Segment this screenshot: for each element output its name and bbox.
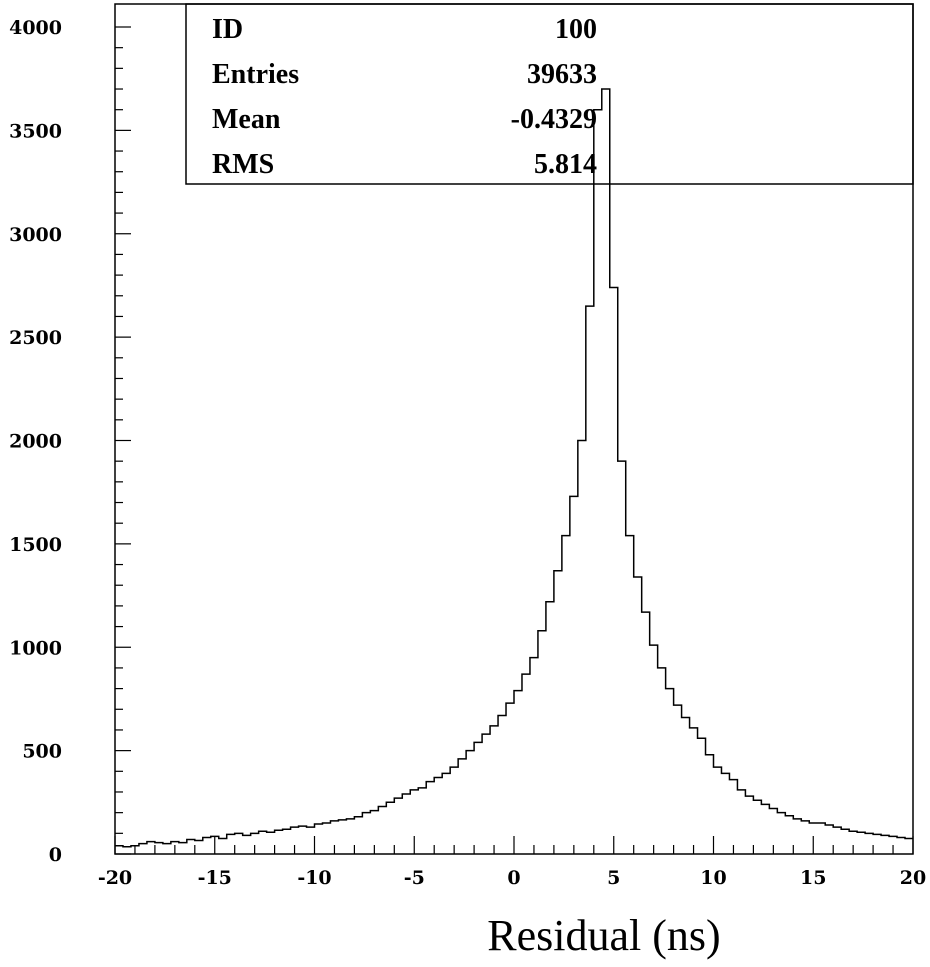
- x-tick-label: 15: [800, 867, 826, 889]
- y-tick-label: 2500: [9, 327, 62, 349]
- x-tick-label: -5: [404, 867, 425, 889]
- y-tick-label: 1000: [9, 637, 62, 659]
- x-tick-label: 10: [700, 867, 726, 889]
- stats-label-id: ID: [212, 14, 243, 45]
- histogram-outline: [115, 88, 913, 848]
- stats-value-id: 100: [555, 14, 597, 45]
- y-axis-tick-labels: 0 500 1000 1500 2000 2500 3000 3500 4000: [9, 17, 62, 866]
- y-tick-label: 1500: [9, 534, 62, 556]
- x-tick-label: -10: [297, 867, 331, 889]
- stats-label-entries: Entries: [212, 59, 299, 90]
- stats-label-mean: Mean: [212, 104, 281, 135]
- y-tick-label: 3000: [9, 224, 62, 246]
- stats-value-rms: 5.814: [534, 149, 597, 180]
- x-axis-title: Residual (ns): [487, 911, 720, 960]
- x-tick-label: -20: [98, 867, 132, 889]
- stats-box-frame: [185, 3, 914, 185]
- x-axis-ticks: [114, 836, 914, 854]
- x-axis-tick-labels: -20 -15 -10 -5 0 5 10 15 20: [98, 867, 926, 889]
- y-axis-ticks: [115, 26, 131, 855]
- x-tick-label: -15: [198, 867, 232, 889]
- stats-value-entries: 39633: [527, 59, 597, 90]
- x-tick-label: 0: [507, 867, 520, 889]
- y-tick-label: 3500: [9, 120, 62, 142]
- y-tick-label: 0: [49, 844, 62, 866]
- stats-label-rms: RMS: [212, 149, 274, 180]
- stats-box: ID 100 Entries 39633 Mean -0.4329 RMS 5.…: [185, 3, 914, 185]
- x-tick-label: 20: [900, 867, 926, 889]
- y-tick-label: 4000: [9, 17, 62, 39]
- stats-value-mean: -0.4329: [511, 104, 597, 135]
- y-tick-label: 500: [22, 741, 62, 763]
- x-tick-label: 5: [607, 867, 620, 889]
- y-tick-label: 2000: [9, 431, 62, 453]
